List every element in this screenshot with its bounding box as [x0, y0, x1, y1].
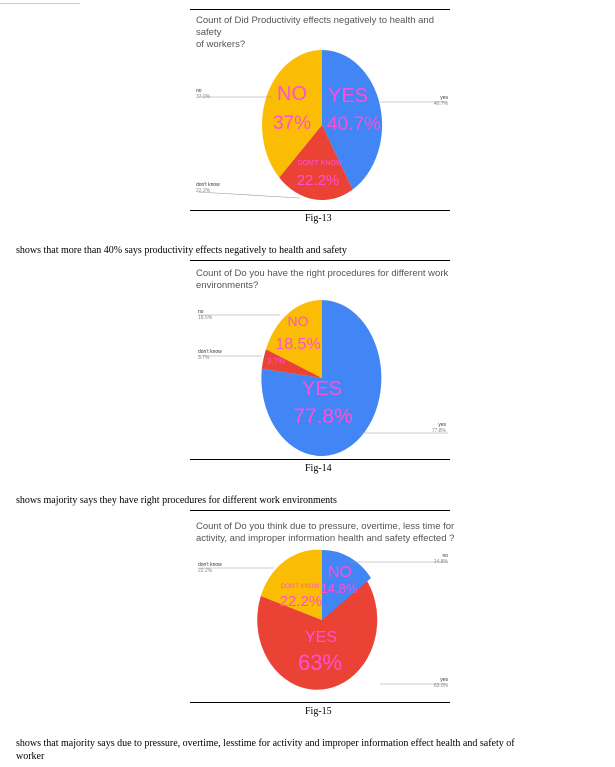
- fig14-label-dont-know-pct: 3.7%: [267, 357, 285, 366]
- fig13-label-no-pct: 37%: [273, 113, 311, 134]
- fig13-title-line2: of workers?: [196, 39, 246, 50]
- fig14-legend-no: no 18.5%: [198, 309, 213, 321]
- fig14-bottom-rule: [190, 459, 450, 460]
- fig15-title-line2: activity, and improper information healt…: [196, 533, 455, 544]
- fig13-label-yes-name: YES: [328, 85, 368, 107]
- fig13-caption: Fig-13: [305, 213, 332, 224]
- top-rule: [0, 3, 80, 4]
- fig13-label-no-name: NO: [277, 83, 307, 105]
- fig13-leader-dont-know: [197, 191, 301, 199]
- fig14-slice-yes: [261, 300, 382, 456]
- fig15-label-no-name: NO: [328, 564, 352, 581]
- fig13-label-dont-know-name: DON'T KNOW: [298, 160, 343, 167]
- fig13-slice-dont-know: [279, 125, 353, 201]
- paragraph-3-line1: shows that majority says due to pressure…: [16, 738, 515, 749]
- fig13-pie-chart: NO 37% YES 40.7% DON'T KNOW 22.2%: [197, 49, 448, 201]
- fig15-label-dont-know-pct: 22.2%: [280, 593, 323, 610]
- fig15-slice-no: [322, 549, 371, 620]
- fig15-pie-chart: NO 14.8% DON'T KNOW 22.2% YES 63%: [198, 549, 448, 690]
- fig14-caption: Fig-14: [305, 463, 332, 474]
- fig15-bottom-rule: [190, 702, 450, 703]
- fig15-label-no-pct: 14.8%: [321, 581, 358, 596]
- fig14-label-no-name: NO: [288, 313, 309, 329]
- fig14-label-yes-pct: 77.8%: [293, 405, 353, 428]
- paragraph-3: shows that majority says due to pressure…: [16, 737, 611, 763]
- fig14-label-no-pct: 18.5%: [275, 336, 320, 353]
- fig14-top-rule: [190, 260, 450, 261]
- fig15-caption: Fig-15: [305, 706, 332, 717]
- fig15-legend-no: no 14.8%: [433, 553, 448, 565]
- fig14-legend-yes: yes 77.8%: [431, 422, 446, 434]
- fig13-top-rule: [190, 9, 450, 10]
- fig15-label-yes-pct: 63%: [298, 650, 342, 675]
- fig14-legend-dont-know: don't know 3.7%: [198, 349, 222, 361]
- fig15-title-line1: Count of Do you think due to pressure, o…: [196, 521, 455, 532]
- fig14-slice-no: [266, 299, 322, 378]
- fig15-title: Count of Do you think due to pressure, o…: [196, 521, 456, 545]
- fig14-label-yes-name: YES: [302, 378, 342, 400]
- fig13-title: Count of Did Productivity effects negati…: [196, 15, 456, 51]
- paragraph-3-line2: worker: [16, 751, 45, 762]
- fig14-title-line2: environments?: [196, 280, 259, 291]
- paragraph-1: shows that more than 40% says productivi…: [16, 245, 347, 256]
- fig14-title-line1: Count of Do you have the right procedure…: [196, 268, 449, 279]
- fig15-legend-yes: yes 63.0%: [433, 677, 448, 689]
- fig13-bottom-rule: [190, 210, 450, 211]
- fig13-label-yes-pct: 40.7%: [327, 114, 381, 135]
- fig13-slice-yes: [322, 49, 383, 190]
- fig13-legend-dont-know: don't know 22.2%: [196, 182, 220, 194]
- fig15-top-rule: [190, 510, 450, 511]
- fig13-title-line1: Count of Did Productivity effects negati…: [196, 15, 434, 38]
- fig15-label-dont-know-name: DON'T KNOW: [281, 584, 320, 590]
- fig13-slice-no: [262, 50, 322, 178]
- fig13-label-dont-know-pct: 22.2%: [297, 172, 340, 189]
- fig14-pie-chart: NO 18.5% 3.7% YES 77.8%: [198, 299, 448, 456]
- fig15-legend-dont-know: don't know 22.2%: [198, 562, 222, 574]
- fig14-title: Count of Do you have the right procedure…: [196, 268, 456, 292]
- fig15-slice-dont-know: [260, 549, 322, 620]
- fig13-legend-no: no 37.0%: [196, 88, 211, 100]
- paragraph-2: shows majority says they have right proc…: [16, 495, 337, 506]
- fig14-slice-dont-know: [261, 349, 322, 378]
- fig15-label-yes-name: YES: [305, 629, 337, 646]
- fig13-legend-yes: yes 40.7%: [433, 95, 448, 107]
